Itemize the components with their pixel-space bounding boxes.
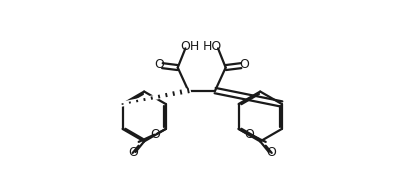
Text: O: O (244, 128, 254, 141)
Text: OH: OH (180, 40, 199, 53)
Text: O: O (266, 146, 276, 159)
Text: O: O (239, 58, 249, 71)
Text: O: O (154, 58, 164, 71)
Text: O: O (150, 128, 160, 141)
Text: O: O (129, 146, 138, 159)
Text: HO: HO (203, 40, 222, 53)
